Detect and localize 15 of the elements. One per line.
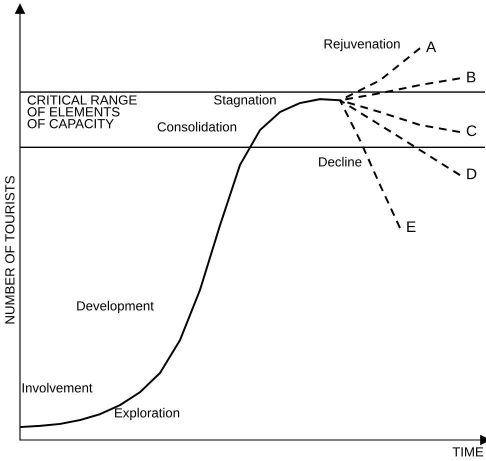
annotation: Exploration: [115, 408, 180, 420]
series-label: C: [466, 125, 476, 136]
y-axis-title: NUMBER OF TOURISTS: [5, 176, 15, 324]
annotation: Decline: [319, 156, 362, 167]
series-label: B: [467, 72, 476, 82]
annotation: Stagnation: [214, 94, 276, 108]
series-label: E: [407, 221, 416, 232]
annotation: Involvement: [22, 382, 92, 393]
annotation: Rejuvenation: [324, 38, 400, 52]
annotation: Development: [77, 300, 154, 314]
series-label: D: [467, 168, 476, 180]
annotation: Consolidation: [158, 122, 236, 132]
x-axis-title: TIME: [452, 447, 484, 456]
series-label: A: [426, 42, 436, 52]
ref-line-label: CRITICAL RANGE OF ELEMENTS OF CAPACITY: [28, 95, 137, 128]
